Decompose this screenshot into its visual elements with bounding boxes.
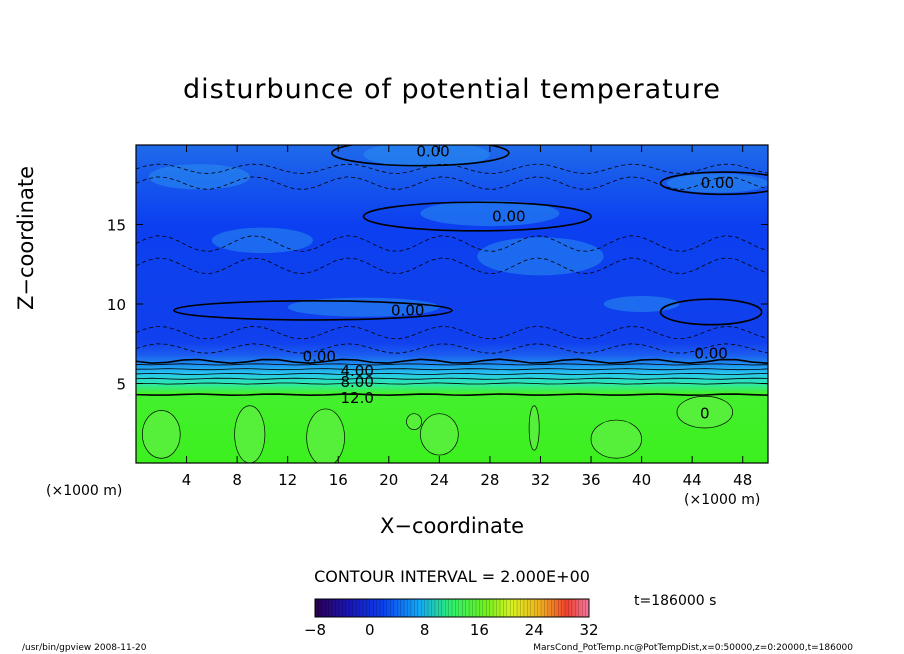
contour-line bbox=[136, 363, 768, 366]
contour-line bbox=[136, 368, 768, 371]
colorbar-tick-label: −8 bbox=[304, 621, 326, 639]
colorbar-tick-label: 32 bbox=[579, 621, 598, 639]
contour-zero-loop bbox=[659, 171, 768, 196]
contour-line bbox=[136, 393, 768, 397]
x-tick-label: 16 bbox=[329, 471, 348, 489]
x-tick-label: 12 bbox=[278, 471, 297, 489]
contour-zero-loop bbox=[331, 145, 510, 167]
contour-label: 4.00 bbox=[340, 362, 373, 380]
contour-label: 12.0 bbox=[340, 389, 373, 407]
x-tick-label: 8 bbox=[232, 471, 242, 489]
contour-closed bbox=[234, 405, 266, 463]
contour-label: 0.00 bbox=[303, 347, 336, 365]
contour-negative bbox=[136, 176, 768, 190]
field-patch bbox=[363, 145, 490, 168]
contour-closed bbox=[306, 408, 345, 463]
contour-closed bbox=[141, 410, 181, 459]
contour-label: 0.00 bbox=[694, 344, 727, 362]
contour-closed bbox=[406, 413, 423, 430]
contour-zero-loop bbox=[173, 300, 453, 321]
x-unit-right: (×1000 m) bbox=[684, 492, 761, 508]
contour-zero-loop bbox=[362, 201, 592, 232]
x-tick-label: 32 bbox=[531, 471, 550, 489]
contour-label: 8.00 bbox=[340, 373, 373, 391]
contour-zero-loop bbox=[659, 298, 763, 326]
contour-line bbox=[136, 372, 768, 376]
colorbar-tick-label: 8 bbox=[420, 621, 430, 639]
x-tick-label: 40 bbox=[632, 471, 651, 489]
contour-negative bbox=[136, 325, 768, 340]
chart-title: disturbunce of potential temperature bbox=[183, 74, 721, 105]
contour-negative bbox=[136, 163, 768, 174]
x-axis-label: X−coordinate bbox=[0, 514, 904, 538]
time-label: t=186000 s bbox=[634, 593, 717, 609]
contour-interval-label: CONTOUR INTERVAL = 2.000E+00 bbox=[314, 567, 590, 586]
contour-line bbox=[136, 377, 768, 380]
contour-line bbox=[136, 382, 768, 385]
field-patch bbox=[477, 237, 604, 276]
field-patch bbox=[211, 227, 313, 254]
contour-label: 0.00 bbox=[701, 174, 734, 192]
x-tick-label: 24 bbox=[430, 471, 449, 489]
contour-closed bbox=[676, 395, 733, 429]
contour-negative bbox=[136, 343, 768, 354]
x-tick-label: 48 bbox=[733, 471, 752, 489]
y-axis-label: Z−coordinate bbox=[14, 166, 38, 310]
contour-label: 0.00 bbox=[416, 142, 449, 160]
contour-label: 0.00 bbox=[492, 208, 525, 226]
field-patch bbox=[603, 296, 680, 312]
contour-negative bbox=[136, 235, 768, 252]
contour-label: 0.00 bbox=[391, 301, 424, 319]
x-tick-label: 20 bbox=[379, 471, 398, 489]
contour-closed bbox=[420, 413, 459, 456]
colorbar-tick-label: 24 bbox=[525, 621, 544, 639]
y-tick-label: 10 bbox=[107, 296, 126, 314]
footer-source: MarsCond_PotTemp.nc@PotTempDist,x=0:5000… bbox=[533, 643, 853, 653]
contour-line bbox=[136, 358, 768, 365]
contour-closed bbox=[590, 419, 642, 459]
contour-label: 0 bbox=[700, 405, 710, 423]
y-tick-label: 15 bbox=[107, 217, 126, 235]
x-tick-label: 36 bbox=[581, 471, 600, 489]
x-tick-label: 4 bbox=[182, 471, 192, 489]
contour-negative bbox=[136, 257, 768, 275]
colorbar-tick-label: 16 bbox=[470, 621, 489, 639]
x-tick-label: 44 bbox=[683, 471, 702, 489]
field-patch bbox=[666, 173, 768, 193]
x-tick-label: 28 bbox=[480, 471, 499, 489]
x-axis-label-text: X−coordinate bbox=[380, 514, 524, 538]
x-unit-left: (×1000 m) bbox=[46, 483, 123, 499]
contour-closed bbox=[528, 405, 540, 451]
y-tick-label: 5 bbox=[116, 376, 126, 394]
footer-command: /usr/bin/gpview 2008-11-20 bbox=[22, 643, 147, 653]
field-patch bbox=[420, 200, 560, 227]
colorbar-tick-label: 0 bbox=[365, 621, 375, 639]
field-patch bbox=[148, 164, 250, 190]
